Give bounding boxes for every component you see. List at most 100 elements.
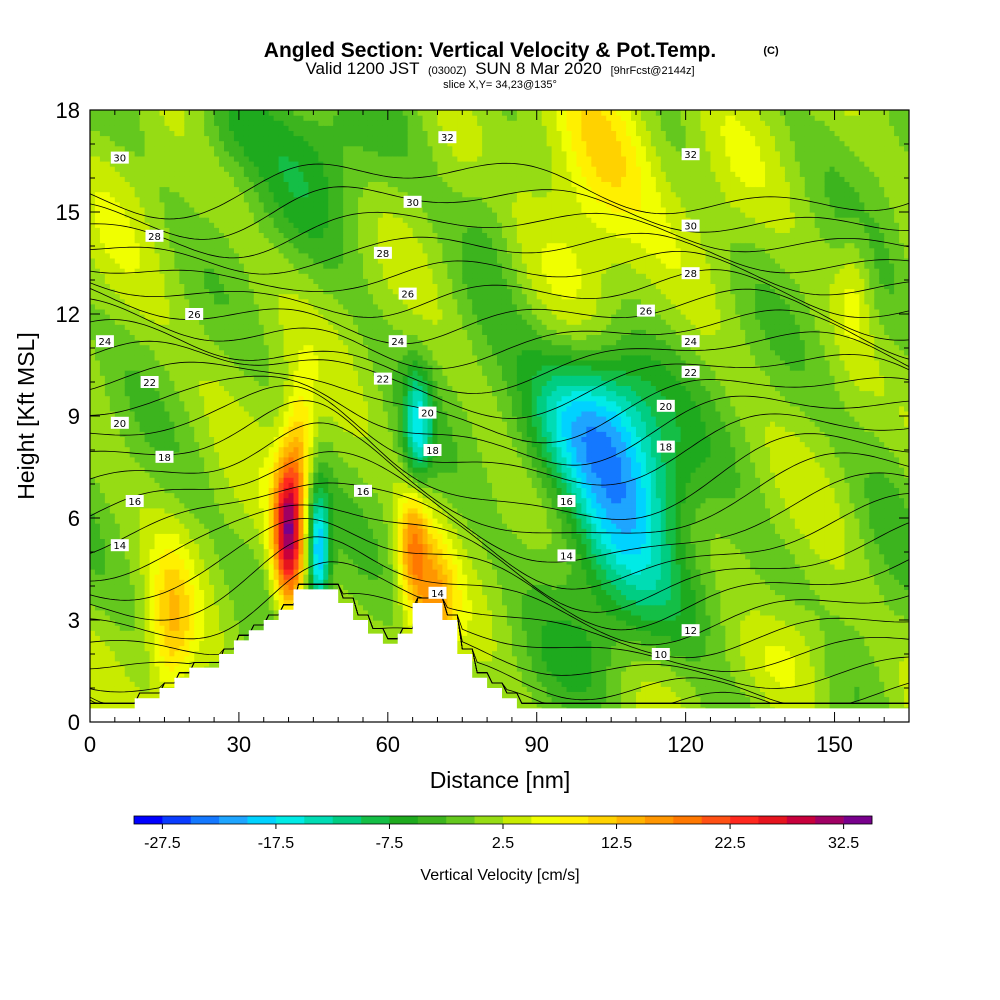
velocity-cell — [234, 391, 240, 397]
velocity-cell — [269, 513, 275, 519]
velocity-cell — [234, 243, 240, 249]
velocity-cell — [224, 309, 230, 315]
velocity-cell — [249, 115, 255, 121]
velocity-cell — [229, 120, 235, 126]
velocity-cell — [110, 243, 116, 249]
velocity-cell — [264, 365, 270, 371]
velocity-cell — [184, 656, 190, 662]
velocity-cell — [294, 554, 300, 560]
velocity-cell — [150, 610, 156, 616]
velocity-cell — [155, 605, 161, 611]
velocity-cell — [169, 554, 175, 560]
velocity-cell — [264, 222, 270, 228]
velocity-cell — [140, 651, 146, 657]
velocity-cell — [125, 482, 131, 488]
velocity-cell — [209, 192, 215, 198]
velocity-cell — [130, 482, 136, 488]
velocity-cell — [234, 248, 240, 254]
velocity-cell — [189, 151, 195, 157]
velocity-cell — [150, 671, 156, 677]
velocity-cell — [279, 238, 285, 244]
velocity-cell — [219, 564, 225, 570]
velocity-cell — [164, 355, 170, 361]
velocity-cell — [179, 181, 185, 187]
velocity-cell — [105, 508, 111, 514]
velocity-cell — [229, 396, 235, 402]
velocity-cell — [135, 299, 141, 305]
velocity-cell — [105, 559, 111, 565]
velocity-cell — [199, 375, 205, 381]
velocity-cell — [100, 401, 106, 407]
velocity-cell — [159, 222, 165, 228]
velocity-cell — [259, 549, 265, 555]
velocity-cell — [150, 171, 156, 177]
velocity-cell — [150, 253, 156, 259]
velocity-cell — [169, 671, 175, 677]
velocity-cell — [224, 472, 230, 478]
velocity-cell — [274, 334, 280, 340]
velocity-cell — [214, 549, 220, 555]
velocity-cell — [100, 518, 106, 524]
velocity-cell — [294, 467, 300, 473]
velocity-cell — [209, 656, 215, 662]
velocity-cell — [174, 202, 180, 208]
velocity-cell — [254, 329, 260, 335]
velocity-cell — [229, 635, 235, 641]
velocity-cell — [90, 554, 96, 560]
velocity-cell — [115, 283, 121, 289]
velocity-cell — [244, 385, 250, 391]
velocity-cell — [174, 192, 180, 198]
velocity-cell — [135, 436, 141, 442]
subtitle-forecast: [9hrFcst@2144z] — [611, 65, 695, 77]
velocity-cell — [229, 380, 235, 386]
velocity-cell — [219, 171, 225, 177]
velocity-cell — [115, 559, 121, 565]
velocity-cell — [199, 238, 205, 244]
velocity-cell — [105, 115, 111, 121]
velocity-cell — [169, 268, 175, 274]
velocity-cell — [259, 406, 265, 412]
velocity-cell — [289, 528, 295, 534]
velocity-cell — [145, 635, 151, 641]
velocity-cell — [90, 227, 96, 233]
velocity-cell — [214, 161, 220, 167]
velocity-cell — [209, 309, 215, 315]
velocity-cell — [209, 646, 215, 652]
velocity-cell — [140, 579, 146, 585]
velocity-cell — [194, 202, 200, 208]
velocity-cell — [145, 584, 151, 590]
velocity-cell — [100, 258, 106, 264]
velocity-cell — [289, 523, 295, 529]
velocity-cell — [90, 421, 96, 427]
velocity-cell — [239, 559, 245, 565]
velocity-cell — [140, 289, 146, 295]
velocity-cell — [224, 538, 230, 544]
velocity-cell — [199, 630, 205, 636]
velocity-cell — [224, 324, 230, 330]
velocity-cell — [234, 350, 240, 356]
velocity-cell — [130, 676, 136, 682]
velocity-cell — [155, 253, 161, 259]
velocity-cell — [234, 589, 240, 595]
velocity-cell — [184, 141, 190, 147]
velocity-cell — [229, 304, 235, 310]
velocity-cell — [194, 156, 200, 162]
velocity-cell — [184, 411, 190, 417]
velocity-cell — [169, 187, 175, 193]
velocity-cell — [169, 309, 175, 315]
velocity-cell — [115, 365, 121, 371]
velocity-cell — [284, 299, 290, 305]
velocity-cell — [239, 574, 245, 580]
velocity-cell — [219, 380, 225, 386]
velocity-cell — [194, 503, 200, 509]
velocity-cell — [219, 416, 225, 422]
velocity-cell — [204, 544, 210, 550]
velocity-cell — [105, 538, 111, 544]
velocity-cell — [219, 589, 225, 595]
velocity-cell — [194, 640, 200, 646]
velocity-cell — [150, 462, 156, 468]
velocity-cell — [159, 258, 165, 264]
velocity-cell — [214, 334, 220, 340]
velocity-cell — [249, 171, 255, 177]
